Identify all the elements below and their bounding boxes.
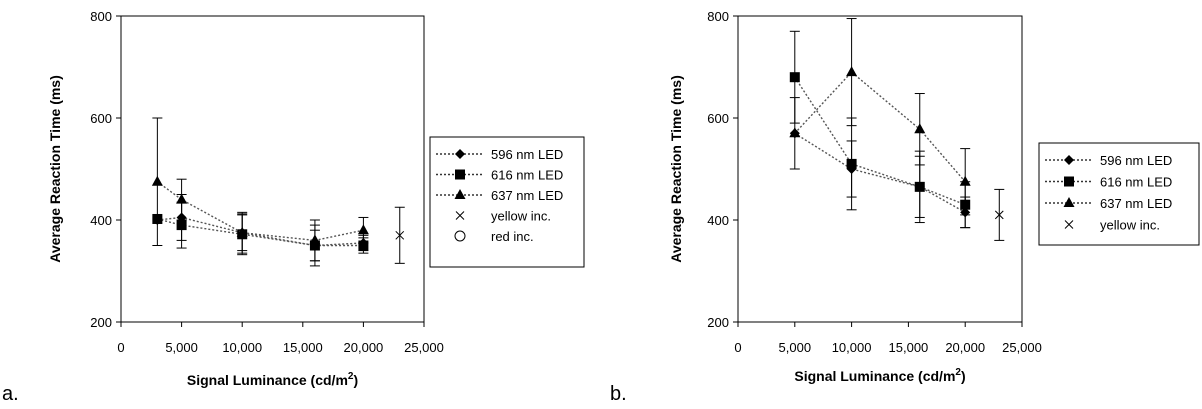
- legend-label: 637 nm LED: [1100, 196, 1172, 211]
- series-line: [157, 218, 364, 247]
- series-cross: [394, 206, 405, 264]
- legend-item: yellow inc.: [1064, 218, 1160, 233]
- legend-marker: [455, 169, 465, 180]
- x-axis-title-suffix: ): [961, 368, 966, 384]
- legend-marker: [454, 189, 466, 199]
- panel-label: a.: [2, 383, 19, 404]
- data-point: [176, 220, 187, 231]
- legend-marker: [455, 211, 465, 220]
- legend-marker: [1064, 176, 1074, 187]
- y-axis-title: Average Reaction Time (ms): [47, 75, 63, 263]
- y-tick-label: 400: [90, 213, 112, 228]
- y-tick-label: 800: [707, 9, 729, 24]
- data-point: [151, 175, 163, 186]
- x-tick-label: 15,000: [283, 340, 323, 355]
- series-triangle: [789, 18, 971, 216]
- legend-item: red inc.: [454, 229, 534, 244]
- data-point: [395, 230, 405, 240]
- data-point: [358, 240, 369, 251]
- series-line: [156, 181, 364, 242]
- x-axis-title-sup: 2: [955, 367, 961, 378]
- data-point: [959, 175, 971, 186]
- data-point: [914, 181, 925, 192]
- legend-item: yellow inc.: [455, 209, 551, 224]
- legend-label: 616 nm LED: [491, 168, 563, 183]
- legend: 596 nm LED 616 nm LED 637 nm LED yellow inc…: [429, 136, 585, 268]
- legend-label: 596 nm LED: [1100, 153, 1172, 168]
- y-tick-label: 400: [707, 213, 729, 228]
- x-tick-label: 5,000: [165, 340, 198, 355]
- x-tick-label: 5,000: [779, 340, 812, 355]
- legend-item: 596 nm LED: [436, 147, 563, 162]
- legend-marker: [1064, 220, 1074, 229]
- series-square: [789, 30, 971, 229]
- legend-label: 596 nm LED: [491, 147, 563, 162]
- x-axis-title-text: Signal Luminance (cd/m: [794, 368, 955, 384]
- legend: 596 nm LED 616 nm LED 637 nm LED yellow inc…: [1038, 142, 1200, 246]
- y-tick-label: 200: [707, 315, 729, 330]
- x-tick-label: 0: [117, 340, 124, 355]
- series-cross: [994, 188, 1005, 241]
- plot-area: [120, 15, 425, 323]
- x-axis-title-text: Signal Luminance (cd/m: [187, 372, 348, 388]
- x-axis-title-sup: 2: [348, 371, 354, 382]
- series-line: [794, 71, 966, 183]
- legend-item: 637 nm LED: [1045, 196, 1172, 211]
- y-tick-label: 600: [90, 111, 112, 126]
- x-tick-label: 10,000: [832, 340, 872, 355]
- x-tick-label: 20,000: [344, 340, 384, 355]
- chart-panel-b: 200 400 600 800 0 5,000 10,000 15,000 20,000 25,0…: [610, 9, 1200, 405]
- legend-label: 637 nm LED: [491, 188, 563, 203]
- series-diamond: [789, 97, 971, 229]
- legend-box: [429, 136, 585, 268]
- legend-item: 637 nm LED: [436, 188, 563, 203]
- legend-marker: [455, 149, 465, 159]
- data-point: [846, 66, 858, 77]
- x-tick-label: 10,000: [222, 340, 262, 355]
- legend-marker: [454, 230, 466, 242]
- legend-label: yellow inc.: [491, 209, 551, 224]
- y-tick-label: 600: [707, 111, 729, 126]
- data-point: [357, 224, 369, 235]
- plot-area: [737, 15, 1023, 323]
- x-tick-label: 20,000: [945, 340, 985, 355]
- y-tick-label: 200: [90, 315, 112, 330]
- legend-marker: [1063, 197, 1075, 207]
- legend-item: 616 nm LED: [436, 168, 563, 183]
- data-point: [309, 234, 321, 245]
- legend-item: 616 nm LED: [1045, 175, 1172, 190]
- chart-panel-a: 200 400 600 800 0 5,000 10,000 15,000 20,000 25,0…: [2, 9, 585, 405]
- series-line: [794, 132, 966, 213]
- x-tick-label: 25,000: [1002, 340, 1042, 355]
- x-axis-title: Signal Luminance (cd/m2): [187, 371, 358, 388]
- x-tick-label: 0: [734, 340, 741, 355]
- y-axis-title: Average Reaction Time (ms): [668, 75, 684, 263]
- data-point: [176, 193, 188, 204]
- x-axis-title: Signal Luminance (cd/m2): [794, 367, 965, 384]
- y-tick-label: 800: [90, 9, 112, 24]
- legend-label: 616 nm LED: [1100, 175, 1172, 190]
- data-point: [236, 226, 248, 237]
- data-point: [994, 210, 1004, 220]
- legend-item: 596 nm LED: [1045, 153, 1172, 168]
- legend-marker: [1064, 155, 1074, 165]
- x-axis-title-suffix: ): [353, 372, 358, 388]
- legend-label: red inc.: [491, 229, 534, 244]
- x-tick-label: 25,000: [404, 340, 444, 355]
- data-point: [914, 123, 926, 134]
- legend-label: yellow inc.: [1100, 218, 1160, 233]
- data-point: [789, 72, 800, 83]
- series-line: [157, 216, 364, 247]
- data-point: [789, 127, 801, 138]
- data-point: [846, 158, 857, 169]
- panel-label: b.: [610, 383, 627, 404]
- series-triangle: [151, 117, 369, 262]
- x-tick-label: 15,000: [889, 340, 929, 355]
